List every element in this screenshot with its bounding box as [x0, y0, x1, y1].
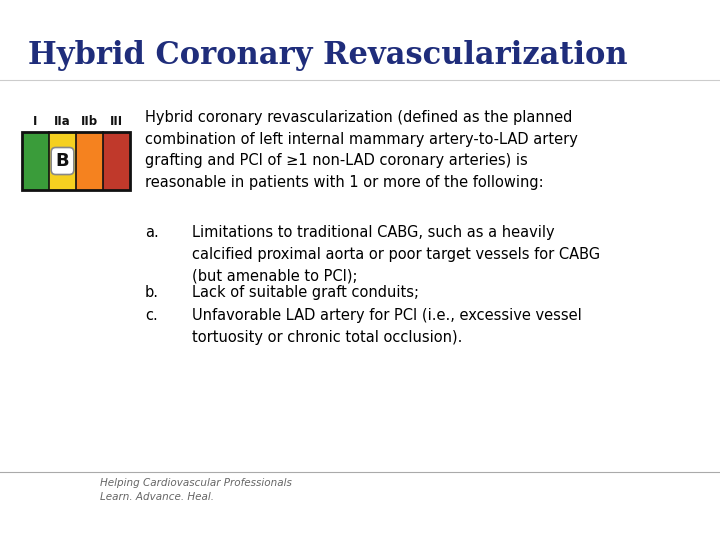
- Bar: [76, 132, 103, 190]
- Text: Lack of suitable graft conduits;: Lack of suitable graft conduits;: [192, 285, 419, 300]
- Text: Limitations to traditional CABG, such as a heavily
calcified proximal aorta or p: Limitations to traditional CABG, such as…: [192, 225, 600, 283]
- Text: Hybrid Coronary Revascularization: Hybrid Coronary Revascularization: [28, 40, 628, 71]
- Bar: [49, 132, 76, 190]
- Text: I: I: [33, 115, 37, 128]
- Bar: [22, 132, 130, 190]
- Text: B: B: [55, 152, 69, 170]
- Text: IIa: IIa: [54, 115, 71, 128]
- Text: Unfavorable LAD artery for PCI (i.e., excessive vessel
tortuosity or chronic tot: Unfavorable LAD artery for PCI (i.e., ex…: [192, 308, 582, 345]
- Text: III: III: [110, 115, 123, 128]
- Text: Helping Cardiovascular Professionals
Learn. Advance. Heal.: Helping Cardiovascular Professionals Lea…: [100, 478, 292, 502]
- Text: b.: b.: [145, 285, 159, 300]
- Text: a.: a.: [145, 225, 158, 240]
- Bar: [22, 132, 49, 190]
- Text: IIb: IIb: [81, 115, 98, 128]
- Text: Hybrid coronary revascularization (defined as the planned
combination of left in: Hybrid coronary revascularization (defin…: [145, 110, 578, 190]
- Bar: [103, 132, 130, 190]
- Text: c.: c.: [145, 308, 158, 323]
